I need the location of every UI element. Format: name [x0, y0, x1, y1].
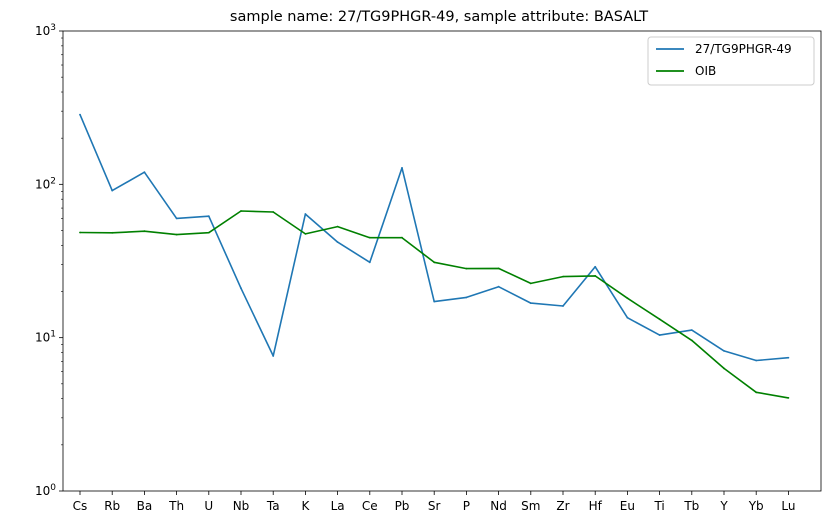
x-tick-label: Ba	[137, 499, 153, 513]
legend-label: OIB	[695, 64, 716, 78]
data-point	[175, 217, 178, 220]
x-tick-label: Ti	[653, 499, 664, 513]
chart-title: sample name: 27/TG9PHGR-49, sample attri…	[230, 9, 648, 25]
data-point	[690, 329, 693, 332]
data-point	[787, 396, 790, 399]
y-axis: 100 101 102 103	[35, 23, 63, 498]
x-tick-label: Sm	[521, 499, 540, 513]
data-point	[755, 391, 758, 394]
x-tick-label: Pb	[395, 499, 410, 513]
data-point	[207, 231, 210, 234]
x-tick-label: K	[301, 499, 310, 513]
data-point	[79, 113, 81, 116]
data-point	[723, 367, 725, 370]
x-axis: Cs Rb Ba Th U Nb Ta K La Ce Pb Sr P Nd Sm Zr Hf Eu Ti Tb Y Yb…	[73, 491, 795, 513]
x-tick-label: Sr	[428, 499, 441, 513]
data-point	[401, 236, 403, 239]
x-tick-label: P	[463, 499, 470, 513]
legend-label: 27/TG9PHGR-49	[695, 42, 792, 56]
y-tick-label: 102	[35, 176, 56, 191]
data-point	[175, 233, 178, 236]
data-point	[626, 297, 629, 300]
data-point	[658, 334, 661, 336]
x-tick-label: Zr	[556, 499, 569, 513]
data-point	[272, 355, 275, 357]
data-point	[79, 231, 81, 234]
x-tick-label: Yb	[748, 499, 764, 513]
data-point	[111, 189, 114, 192]
x-tick-label: Ta	[266, 499, 280, 513]
x-tick-label: La	[331, 499, 345, 513]
data-point	[562, 275, 564, 278]
data-point	[690, 339, 693, 342]
data-point	[368, 261, 371, 264]
x-tick-label: Eu	[620, 499, 635, 513]
x-tick-label: Nb	[233, 499, 250, 513]
data-point	[497, 267, 500, 270]
data-point	[465, 267, 468, 270]
x-tick-label: Hf	[589, 499, 603, 513]
data-point	[304, 233, 307, 235]
data-point	[240, 287, 242, 290]
data-point	[143, 230, 146, 233]
data-point	[336, 225, 339, 228]
data-point	[272, 211, 275, 213]
data-point	[594, 265, 597, 268]
plot-area	[62, 30, 822, 492]
x-tick-label: Rb	[104, 499, 120, 513]
data-point	[497, 285, 500, 288]
data-point	[465, 296, 468, 299]
data-point	[143, 171, 146, 174]
data-point	[529, 302, 532, 305]
data-point	[336, 241, 339, 244]
data-point	[594, 274, 597, 277]
data-point	[658, 318, 661, 321]
data-point	[787, 356, 790, 359]
data-point	[401, 166, 403, 169]
x-tick-label: Cs	[73, 499, 88, 513]
series-layer	[79, 113, 790, 399]
data-point	[562, 305, 564, 307]
x-tick-label: Y	[719, 499, 728, 513]
x-tick-label: Ce	[362, 499, 378, 513]
x-tick-label: Tb	[683, 499, 699, 513]
data-point	[433, 261, 436, 264]
data-point	[433, 300, 436, 303]
y-tick-label: 103	[35, 23, 56, 38]
y-tick-label: 100	[35, 483, 56, 498]
data-point	[529, 282, 532, 285]
x-tick-label: Nd	[490, 499, 507, 513]
x-tick-label: U	[204, 499, 213, 513]
data-point	[111, 231, 114, 234]
data-point	[755, 359, 758, 362]
legend-box	[647, 36, 815, 86]
data-point	[304, 213, 307, 215]
data-point	[240, 210, 242, 212]
data-point	[626, 316, 629, 319]
data-point	[723, 349, 725, 352]
legend: 27/TG9PHGR-49 OIB	[647, 36, 815, 86]
y-tick-label: 101	[35, 330, 56, 345]
x-tick-label: Lu	[781, 499, 795, 513]
data-point	[368, 236, 371, 239]
x-tick-label: Th	[168, 499, 184, 513]
data-point	[207, 215, 210, 218]
